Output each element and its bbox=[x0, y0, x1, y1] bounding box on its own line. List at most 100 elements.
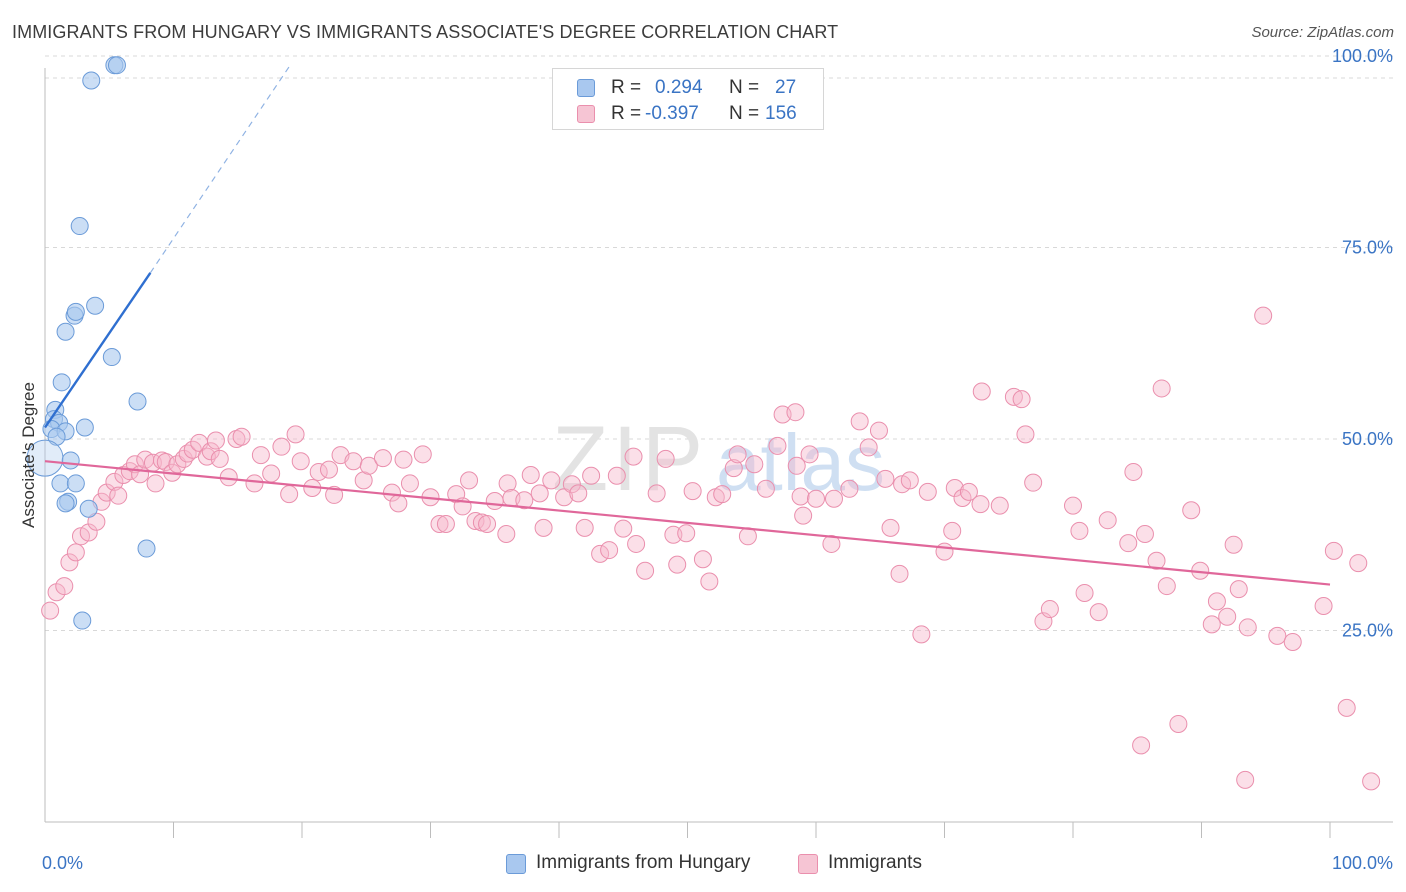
data-point-immigrants bbox=[876, 469, 895, 488]
data-point-hungary bbox=[73, 611, 92, 630]
trend-lines bbox=[44, 66, 1331, 586]
data-point-immigrants bbox=[1314, 596, 1333, 615]
data-point-immigrants bbox=[794, 506, 813, 525]
data-point-immigrants bbox=[394, 450, 413, 469]
watermark-zip: ZIP bbox=[552, 408, 707, 510]
data-point-hungary bbox=[56, 494, 75, 513]
data-point-immigrants bbox=[943, 521, 962, 540]
legend-label-immigrants: Immigrants bbox=[828, 852, 922, 873]
data-point-immigrants bbox=[319, 460, 338, 479]
data-point-immigrants bbox=[1147, 551, 1166, 570]
legend-n-label: N = bbox=[729, 103, 760, 124]
data-point-immigrants bbox=[859, 438, 878, 457]
axes bbox=[44, 68, 1393, 838]
data-point-immigrants bbox=[1135, 524, 1154, 543]
data-point-immigrants bbox=[668, 555, 687, 574]
immigrants-points bbox=[41, 306, 1381, 791]
data-point-immigrants bbox=[800, 445, 819, 464]
data-point-immigrants bbox=[344, 452, 363, 471]
data-point-immigrants bbox=[66, 543, 85, 562]
data-point-immigrants bbox=[971, 495, 990, 514]
data-point-immigrants bbox=[918, 482, 937, 501]
data-point-immigrants bbox=[534, 518, 553, 537]
trend-line-hungary-extension bbox=[149, 66, 290, 274]
data-point-immigrants bbox=[850, 412, 869, 431]
legend-r-value: 0.294 bbox=[655, 77, 703, 98]
data-point-immigrants bbox=[354, 471, 373, 490]
legend-label-hungary: Immigrants from Hungary bbox=[536, 852, 751, 873]
data-point-immigrants bbox=[1012, 390, 1031, 409]
data-point-immigrants bbox=[1229, 580, 1248, 599]
data-point-immigrants bbox=[1218, 607, 1237, 626]
data-point-hungary bbox=[128, 392, 147, 411]
data-point-immigrants bbox=[700, 572, 719, 591]
data-point-immigrants bbox=[881, 518, 900, 537]
data-point-immigrants bbox=[1070, 521, 1089, 540]
data-point-immigrants bbox=[530, 484, 549, 503]
data-point-immigrants bbox=[1362, 772, 1381, 791]
data-point-immigrants bbox=[1016, 425, 1035, 444]
data-point-immigrants bbox=[251, 446, 270, 465]
data-point-immigrants bbox=[109, 486, 128, 505]
data-point-immigrants bbox=[600, 541, 619, 560]
data-point-immigrants bbox=[607, 466, 626, 485]
data-point-immigrants bbox=[791, 487, 810, 506]
data-point-immigrants bbox=[201, 442, 220, 461]
data-point-immigrants bbox=[959, 482, 978, 501]
data-point-immigrants bbox=[656, 449, 675, 468]
data-point-immigrants bbox=[869, 421, 888, 440]
data-point-immigrants bbox=[824, 489, 843, 508]
source-label: Source: ZipAtlas.com bbox=[1251, 24, 1394, 41]
data-point-immigrants bbox=[262, 464, 281, 483]
data-point-immigrants bbox=[485, 492, 504, 511]
data-point-immigrants bbox=[1124, 462, 1143, 481]
data-point-hungary bbox=[66, 474, 85, 493]
data-point-immigrants bbox=[542, 471, 561, 490]
data-point-immigrants bbox=[1024, 473, 1043, 492]
data-point-immigrants bbox=[562, 475, 581, 494]
data-point-immigrants bbox=[272, 437, 291, 456]
data-point-immigrants bbox=[683, 482, 702, 501]
data-point-immigrants bbox=[1098, 511, 1117, 530]
y-tick-labels: 25.0% 50.0% 75.0% 100.0% bbox=[1332, 46, 1393, 641]
data-point-hungary bbox=[137, 539, 156, 558]
data-point-immigrants bbox=[677, 524, 696, 543]
data-point-hungary bbox=[79, 499, 98, 518]
data-point-immigrants bbox=[1337, 698, 1356, 717]
legend-swatch-immigrants bbox=[798, 854, 818, 874]
data-point-immigrants bbox=[1254, 306, 1273, 325]
trend-line-immigrants bbox=[44, 460, 1331, 586]
data-point-immigrants bbox=[912, 625, 931, 644]
data-point-immigrants bbox=[41, 601, 60, 620]
grid-lines bbox=[45, 55, 1393, 631]
data-point-immigrants bbox=[1349, 554, 1368, 573]
data-point-immigrants bbox=[280, 485, 299, 504]
data-point-immigrants bbox=[1169, 714, 1188, 733]
data-point-immigrants bbox=[756, 479, 775, 498]
data-point-immigrants bbox=[436, 515, 455, 534]
data-point-hungary bbox=[102, 348, 121, 367]
data-point-immigrants bbox=[945, 479, 964, 498]
data-point-immigrants bbox=[900, 471, 919, 490]
chart-title: IMMIGRANTS FROM HUNGARY VS IMMIGRANTS AS… bbox=[12, 22, 839, 42]
data-point-hungary bbox=[70, 217, 89, 236]
data-point-immigrants bbox=[840, 479, 859, 498]
data-point-immigrants bbox=[1132, 736, 1151, 755]
data-point-immigrants bbox=[1268, 626, 1287, 645]
y-tick-label: 25.0% bbox=[1342, 621, 1393, 641]
data-point-immigrants bbox=[498, 474, 517, 493]
data-point-immigrants bbox=[206, 431, 225, 450]
data-point-hungary bbox=[56, 322, 75, 341]
data-point-immigrants bbox=[787, 456, 806, 475]
data-point-immigrants bbox=[935, 542, 954, 561]
data-point-hungary bbox=[61, 451, 80, 470]
data-point-immigrants bbox=[1119, 534, 1138, 553]
data-point-immigrants bbox=[1040, 600, 1059, 619]
legend-r-label: R = bbox=[611, 77, 642, 98]
legend-swatch-hungary bbox=[506, 854, 526, 874]
data-point-hungary bbox=[66, 302, 85, 321]
data-point-immigrants bbox=[990, 496, 1009, 515]
data-point-immigrants bbox=[515, 491, 534, 510]
data-point-immigrants bbox=[582, 466, 601, 485]
